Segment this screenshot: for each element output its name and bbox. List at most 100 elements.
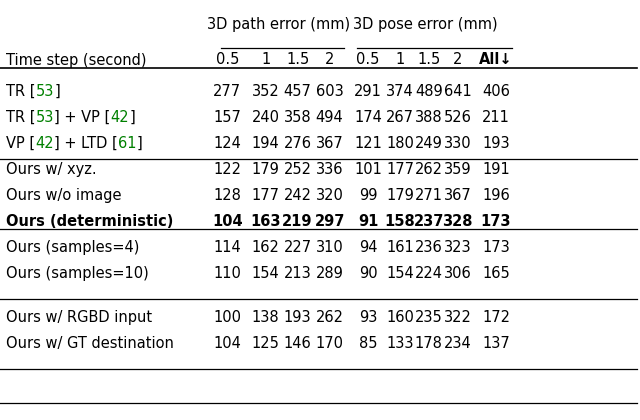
Text: 158: 158 [385,214,415,229]
Text: All↓: All↓ [479,52,513,68]
Text: 310: 310 [316,240,344,255]
Text: TR [: TR [ [6,84,36,99]
Text: 252: 252 [284,162,312,177]
Text: 173: 173 [482,240,510,255]
Text: 177: 177 [252,188,280,203]
Text: ] + VP [: ] + VP [ [54,110,111,125]
Text: 367: 367 [444,188,472,203]
Text: 146: 146 [284,336,312,351]
Text: 603: 603 [316,84,344,99]
Text: Time step (second): Time step (second) [6,52,147,68]
Text: 99: 99 [359,188,377,203]
Text: 53: 53 [36,84,54,99]
Text: 489: 489 [415,84,443,99]
Text: TR [: TR [ [6,110,36,125]
Text: 1: 1 [396,52,404,68]
Text: 328: 328 [442,214,473,229]
Text: 1: 1 [261,52,270,68]
Text: 160: 160 [386,310,414,325]
Text: 94: 94 [359,240,377,255]
Text: 163: 163 [250,214,281,229]
Text: 306: 306 [444,266,472,281]
Text: 262: 262 [316,310,344,325]
Text: 224: 224 [415,266,443,281]
Text: 128: 128 [213,188,241,203]
Text: 85: 85 [359,336,377,351]
Text: 211: 211 [482,110,510,125]
Text: ] + LTD [: ] + LTD [ [54,136,118,151]
Text: 104: 104 [213,336,241,351]
Text: 219: 219 [282,214,313,229]
Text: Ours w/o image: Ours w/o image [6,188,122,203]
Text: Ours w/ RGBD input: Ours w/ RGBD input [6,310,152,325]
Text: 137: 137 [482,336,510,351]
Text: 322: 322 [444,310,472,325]
Text: ]: ] [136,136,142,151]
Text: ]: ] [129,110,135,125]
Text: 173: 173 [481,214,511,229]
Text: 213: 213 [284,266,312,281]
Text: 194: 194 [252,136,280,151]
Text: 154: 154 [386,266,414,281]
Text: 3D pose error (mm): 3D pose error (mm) [353,17,498,32]
Text: 114: 114 [213,240,241,255]
Text: 42: 42 [36,136,54,151]
Text: 170: 170 [316,336,344,351]
Text: 124: 124 [213,136,241,151]
Text: 240: 240 [252,110,280,125]
Text: 267: 267 [386,110,414,125]
Text: 3D path error (mm): 3D path error (mm) [207,17,350,32]
Text: 1.5: 1.5 [286,52,309,68]
Text: 234: 234 [444,336,472,351]
Text: 374: 374 [386,84,414,99]
Text: 358: 358 [284,110,312,125]
Text: 641: 641 [444,84,472,99]
Text: 1.5: 1.5 [417,52,440,68]
Text: 291: 291 [354,84,382,99]
Text: 227: 227 [284,240,312,255]
Text: 177: 177 [386,162,414,177]
Text: Ours (deterministic): Ours (deterministic) [6,214,174,229]
Text: 271: 271 [415,188,443,203]
Text: Ours w/ GT destination: Ours w/ GT destination [6,336,174,351]
Text: 90: 90 [358,266,378,281]
Text: 193: 193 [284,310,312,325]
Text: 154: 154 [252,266,280,281]
Text: 367: 367 [316,136,344,151]
Text: 91: 91 [358,214,378,229]
Text: 235: 235 [415,310,443,325]
Text: 138: 138 [252,310,280,325]
Text: 262: 262 [415,162,443,177]
Text: 172: 172 [482,310,510,325]
Text: 178: 178 [415,336,443,351]
Text: 157: 157 [213,110,241,125]
Text: 191: 191 [482,162,510,177]
Text: 237: 237 [413,214,444,229]
Text: 196: 196 [482,188,510,203]
Text: 2: 2 [325,52,334,68]
Text: 61: 61 [118,136,136,151]
Text: 93: 93 [359,310,377,325]
Text: 179: 179 [252,162,280,177]
Text: Ours (samples=10): Ours (samples=10) [6,266,149,281]
Text: 236: 236 [415,240,443,255]
Text: 101: 101 [354,162,382,177]
Text: 297: 297 [314,214,345,229]
Text: 174: 174 [354,110,382,125]
Text: 165: 165 [482,266,510,281]
Text: 193: 193 [482,136,510,151]
Text: 457: 457 [284,84,312,99]
Text: Ours (samples=4): Ours (samples=4) [6,240,140,255]
Text: 2: 2 [453,52,462,68]
Text: 406: 406 [482,84,510,99]
Text: 125: 125 [252,336,280,351]
Text: 110: 110 [213,266,241,281]
Text: 494: 494 [316,110,344,125]
Text: 161: 161 [386,240,414,255]
Text: 388: 388 [415,110,443,125]
Text: 289: 289 [316,266,344,281]
Text: 330: 330 [444,136,472,151]
Text: 323: 323 [444,240,472,255]
Text: 352: 352 [252,84,280,99]
Text: 277: 277 [213,84,241,99]
